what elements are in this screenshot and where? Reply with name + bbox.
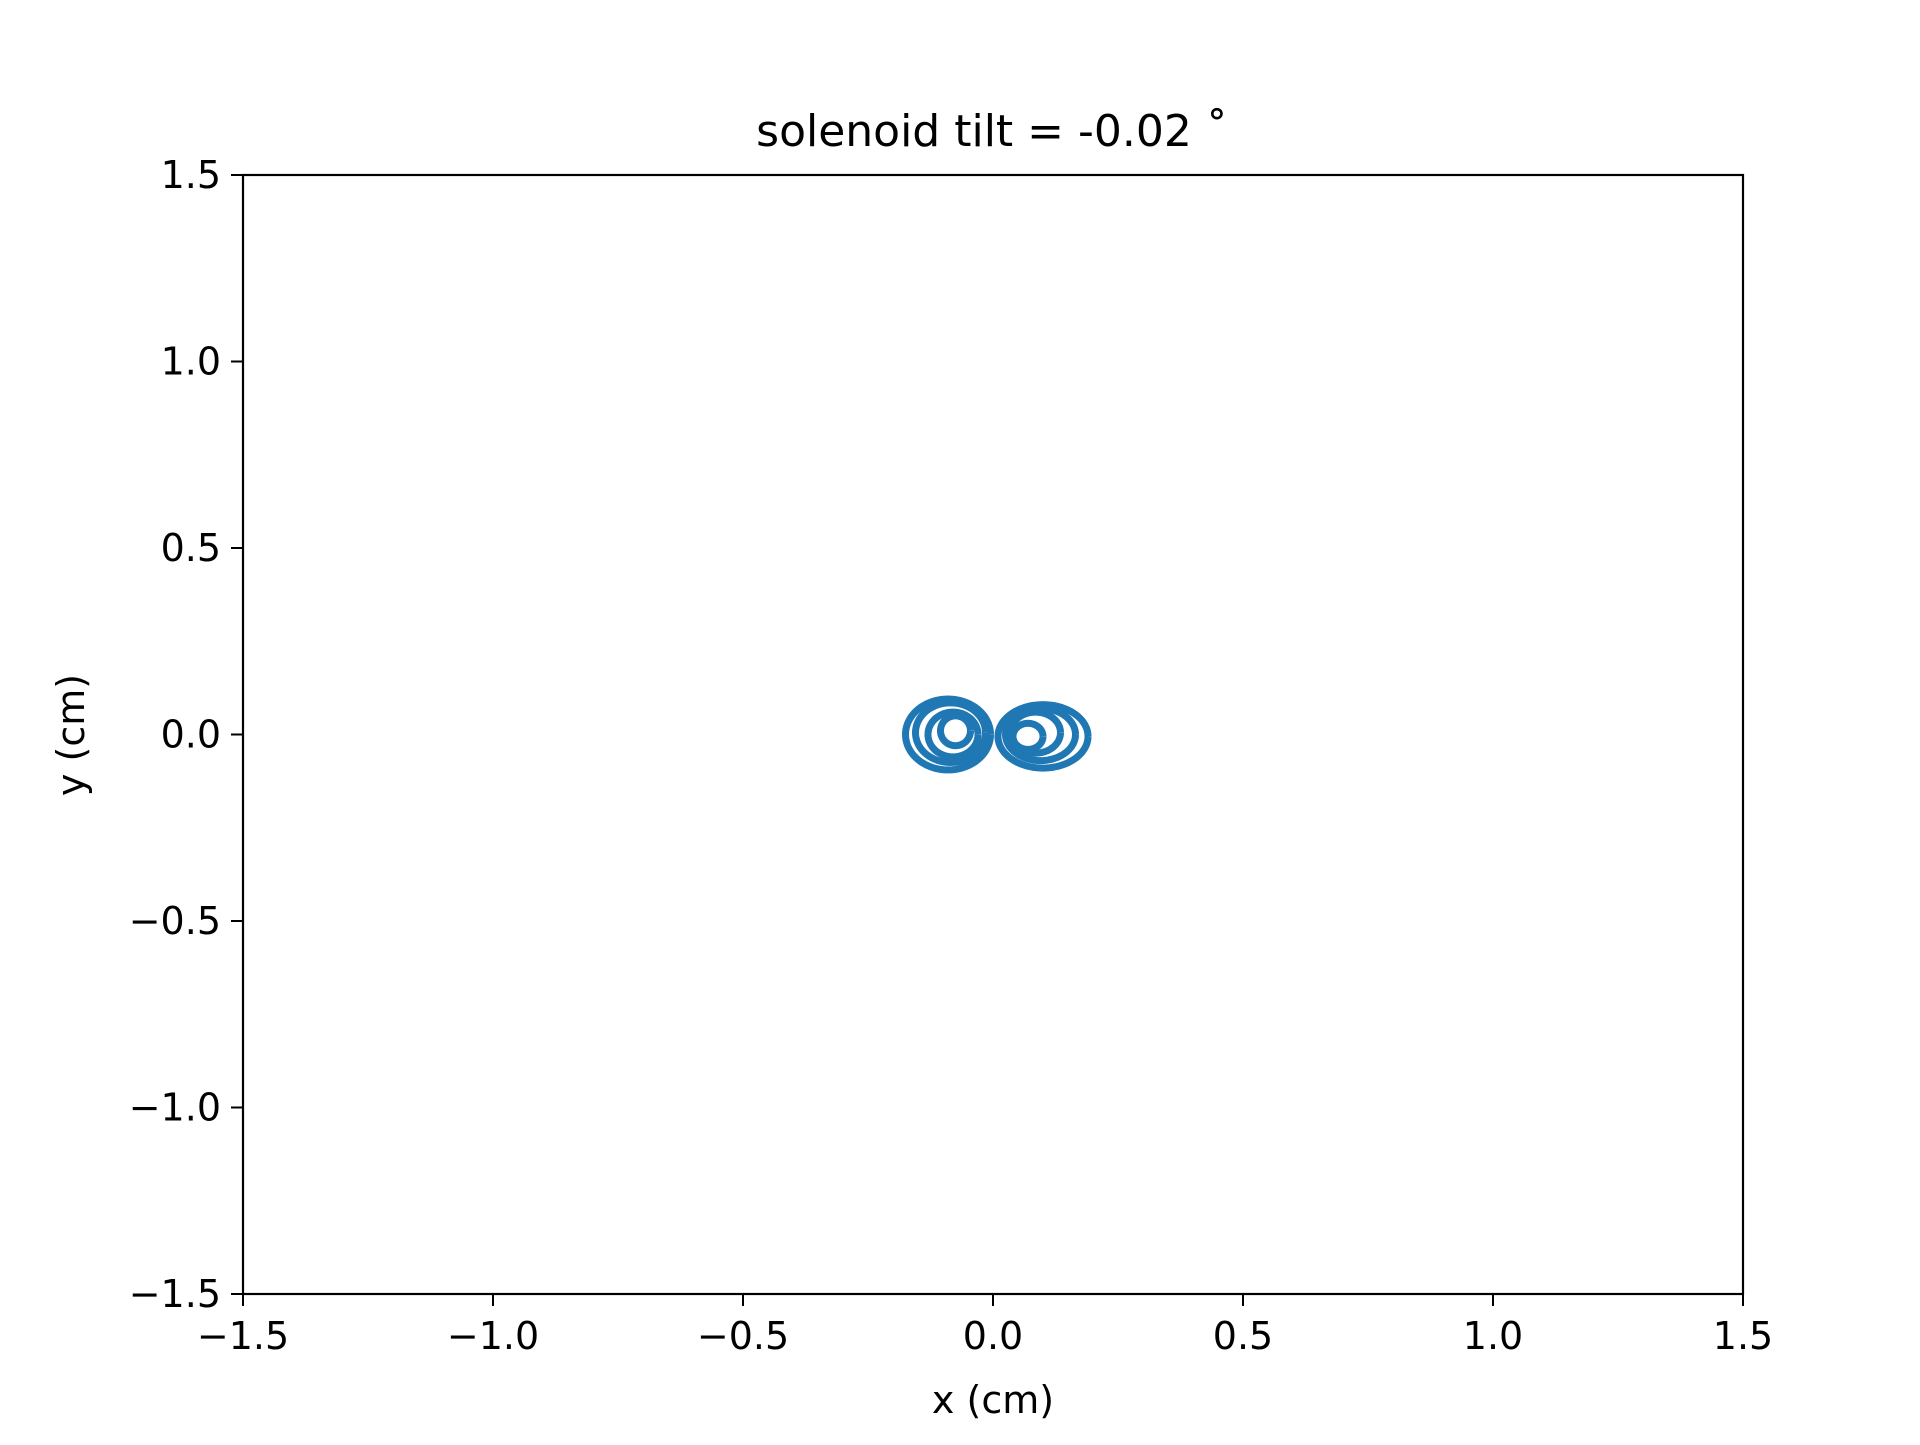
y-tick-label: −1.0 (129, 1086, 221, 1130)
trajectory-loop (924, 708, 982, 761)
trajectory-loop (936, 712, 974, 750)
x-axis-label: x (cm) (932, 1378, 1054, 1422)
x-tick-label: 1.5 (1713, 1314, 1773, 1358)
series-trajectory (901, 695, 1092, 774)
x-tick-label: 0.0 (963, 1314, 1023, 1358)
x-tick-label: 1.0 (1463, 1314, 1523, 1358)
y-tick-label: −0.5 (129, 899, 221, 943)
y-tick-label: 0.0 (161, 713, 221, 757)
x-tick-label: 0.5 (1213, 1314, 1273, 1358)
x-tick-label: −0.5 (697, 1314, 789, 1358)
axes-frame (241, 173, 1745, 1296)
plot-area (901, 695, 1092, 774)
y-tick-label: 1.5 (161, 153, 221, 197)
trajectory-loop (1001, 704, 1079, 765)
x-tick-label: −1.0 (447, 1314, 539, 1358)
x-tick-label: −1.5 (197, 1314, 289, 1358)
y-tick-label: 0.5 (161, 526, 221, 570)
y-tick-label: −1.5 (129, 1272, 221, 1316)
trajectory-loop (994, 701, 1092, 772)
chart-title: solenoid tilt = -0.02 ˚ (756, 106, 1228, 157)
y-axis-label: y (cm) (49, 674, 93, 796)
trajectory-loop (1009, 719, 1047, 753)
y-tick-label: 1.0 (161, 340, 221, 384)
trajectory-loop (911, 699, 989, 766)
axis-ticks: −1.5 −1.0 −0.5 0.0 0.5 1.0 1.5 −1.5 −1.0 −0.5 0.0 0… (129, 153, 1774, 1358)
